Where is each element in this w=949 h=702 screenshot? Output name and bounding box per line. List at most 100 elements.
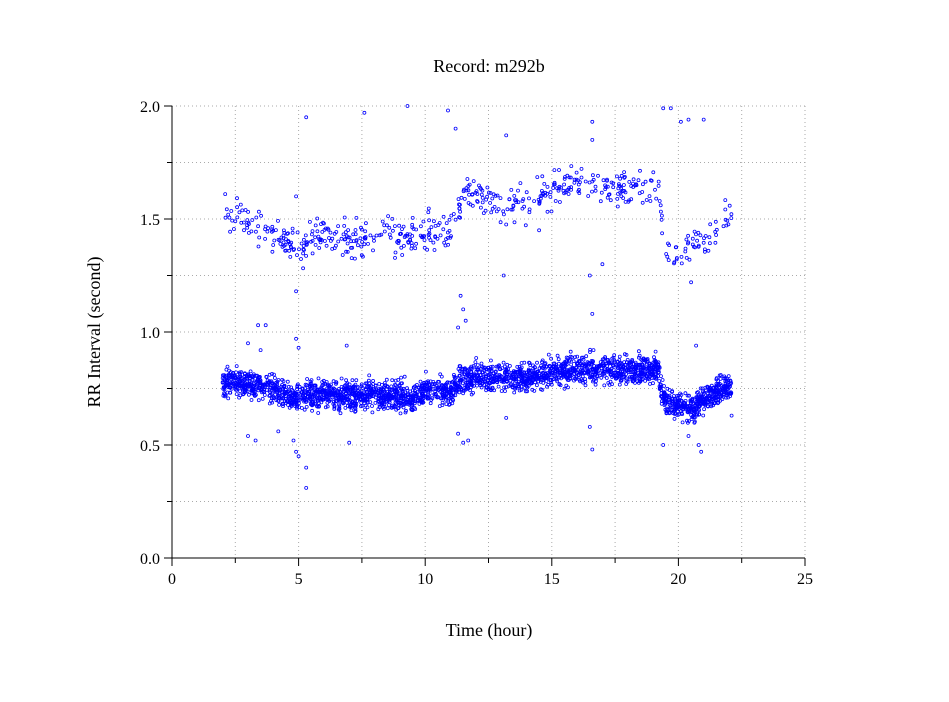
data-point [240,208,245,213]
data-point [360,240,365,244]
data-point [562,386,567,391]
data-point [265,229,270,234]
data-point [325,386,330,391]
data-point [437,404,442,409]
data-point [300,386,305,391]
data-point [593,382,598,387]
data-point [233,387,238,392]
data-point [536,375,540,380]
data-point [624,352,629,357]
data-point [344,343,349,348]
data-point [275,390,279,395]
data-point [474,356,479,360]
data-point [512,220,517,225]
data-point [401,243,406,248]
data-point [309,384,314,389]
data-point [562,176,567,181]
data-point [339,387,344,392]
data-point [602,363,607,368]
data-point [516,200,521,205]
data-point [687,403,692,408]
data-point [256,224,261,229]
data-point [303,391,308,395]
data-point [393,383,398,388]
data-point [362,394,367,399]
data-point [299,392,304,397]
data-point [627,179,632,184]
data-point [662,390,666,395]
data-point [466,386,471,391]
data-point [305,391,310,395]
data-point [542,366,547,371]
data-point [341,401,346,406]
data-point [512,193,517,198]
data-point [596,173,600,178]
data-point [607,360,612,365]
data-point [370,410,375,415]
data-point [228,229,233,234]
data-point [377,381,382,386]
data-point [451,398,456,403]
data-point [321,382,326,387]
data-point [548,194,553,199]
data-point [425,247,430,252]
data-point [290,226,295,231]
data-point [622,175,627,180]
data-point [286,395,291,399]
data-point [423,394,428,399]
data-point [353,232,358,237]
data-point [638,371,643,376]
data-point [365,405,370,410]
data-point [276,429,281,434]
data-point [656,360,661,365]
data-point [614,370,619,375]
data-point [457,202,461,207]
data-point [310,251,315,256]
data-point [667,243,671,248]
data-point [328,390,333,395]
data-point [695,238,699,243]
data-point [348,400,352,405]
data-point [224,367,229,372]
data-point [488,365,493,369]
data-point [590,189,594,194]
data-point [581,355,586,360]
data-point [462,196,467,201]
data-point [310,403,315,408]
data-point [525,372,530,377]
data-point [664,394,668,399]
data-point [229,375,234,380]
data-point [422,389,427,393]
data-point [493,193,498,198]
data-point [317,390,322,395]
data-point [429,225,434,230]
data-point [508,378,513,383]
data-point [451,212,456,216]
data-point [329,386,334,391]
data-point [604,376,609,380]
data-point [411,226,416,231]
data-point [686,117,691,122]
data-point [493,370,498,375]
data-point [272,376,277,380]
data-point [718,376,723,381]
data-point [723,381,728,386]
data-point [698,394,702,399]
data-point [251,390,256,395]
data-point [604,185,608,190]
data-point [449,234,453,239]
data-point [609,370,613,375]
data-point [703,249,707,254]
data-point [317,246,322,250]
data-point [403,233,408,238]
axes: 0 5 10 15 20 25 0.0 0.5 1.0 1.5 2.0 [140,99,813,588]
data-point [480,200,485,205]
data-point [307,219,312,224]
data-point [689,280,693,285]
data-point [353,409,358,414]
data-point [619,378,624,383]
data-point [427,228,432,233]
data-point [596,364,601,369]
data-point [475,368,480,373]
data-point [713,240,718,245]
